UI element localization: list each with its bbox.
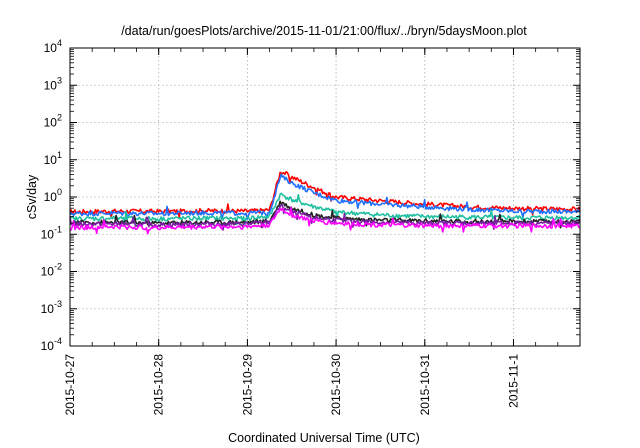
y-tick-label: 103 [44, 75, 62, 92]
y-tick-label: 101 [44, 150, 62, 167]
y-tick-label: 104 [44, 38, 62, 55]
x-tick-label: 2015-10-28 [152, 354, 166, 416]
y-tick-labels: 10-4 10-3 10-2 10-1 100 101 102 103 104 [41, 38, 62, 353]
series-line-6 [69, 206, 581, 235]
y-axis-label: cSv/day [25, 174, 39, 219]
series-layer [69, 171, 581, 235]
axis-ticks [69, 47, 581, 347]
y-tick-label: 100 [44, 187, 62, 204]
y-tick-label: 10-4 [41, 336, 62, 353]
y-tick-label: 10-3 [41, 299, 62, 316]
series-line-1 [69, 171, 581, 219]
series-line-5 [69, 204, 581, 231]
x-axis-label: Coordinated Universal Time (UTC) [228, 431, 420, 445]
y-tick-label: 102 [44, 113, 62, 130]
x-tick-label: 2015-10-27 [63, 354, 77, 416]
x-tick-label: 2015-10-29 [240, 354, 254, 416]
y-tick-label: 10-1 [41, 224, 62, 241]
x-tick-label: 2015-10-31 [418, 354, 432, 416]
chart-title: /data/run/goesPlots/archive/2015-11-01/2… [121, 24, 527, 38]
x-tick-labels: 2015-10-27 2015-10-28 2015-10-29 2015-10-30… [63, 354, 520, 416]
series-line-2 [69, 173, 581, 220]
x-tick-label: 2015-10-30 [329, 354, 343, 416]
y-tick-label: 10-2 [41, 262, 62, 279]
x-tick-label: 2015-11-1 [506, 354, 520, 408]
